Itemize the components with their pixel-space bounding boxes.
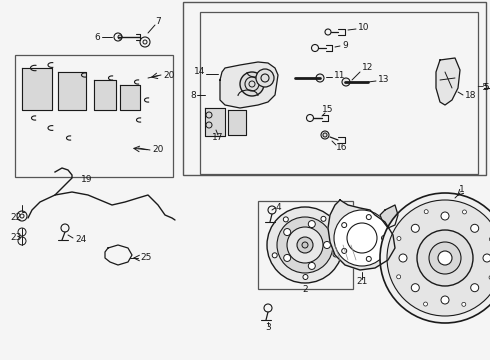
Circle shape (463, 210, 466, 214)
Polygon shape (436, 58, 460, 105)
Circle shape (240, 72, 264, 96)
Circle shape (387, 200, 490, 316)
Circle shape (471, 284, 479, 292)
Polygon shape (380, 205, 398, 228)
Circle shape (380, 193, 490, 323)
Circle shape (267, 207, 343, 283)
Text: 3: 3 (265, 324, 271, 333)
Circle shape (382, 235, 387, 240)
Circle shape (303, 274, 308, 279)
Circle shape (284, 255, 291, 261)
Circle shape (333, 252, 338, 257)
Text: 5: 5 (489, 84, 490, 93)
Circle shape (283, 217, 288, 222)
Bar (183, 2, 486, 175)
Circle shape (342, 222, 347, 228)
Circle shape (441, 212, 449, 220)
Circle shape (399, 254, 407, 262)
Text: 12: 12 (362, 63, 373, 72)
Text: 2: 2 (302, 285, 308, 294)
Text: ─5: ─5 (477, 84, 488, 93)
Circle shape (342, 78, 350, 86)
Polygon shape (22, 68, 52, 110)
Text: 5: 5 (483, 84, 489, 93)
Text: 21: 21 (356, 278, 368, 287)
Polygon shape (58, 72, 86, 110)
Circle shape (424, 210, 428, 214)
Circle shape (417, 230, 473, 286)
Circle shape (297, 237, 313, 253)
Circle shape (367, 215, 371, 220)
Circle shape (411, 224, 419, 232)
Polygon shape (94, 80, 116, 110)
Circle shape (423, 302, 428, 306)
Circle shape (397, 275, 401, 279)
Text: 24: 24 (75, 235, 86, 244)
Circle shape (321, 131, 329, 139)
Circle shape (272, 253, 277, 258)
Circle shape (483, 254, 490, 262)
Circle shape (411, 284, 419, 292)
Circle shape (287, 227, 323, 263)
Text: 22: 22 (10, 213, 21, 222)
Text: 17: 17 (212, 132, 224, 141)
Text: 13: 13 (378, 76, 390, 85)
Circle shape (316, 74, 324, 82)
Circle shape (441, 296, 449, 304)
Circle shape (323, 242, 330, 248)
Circle shape (471, 224, 479, 232)
Circle shape (308, 262, 315, 269)
Text: 15: 15 (322, 105, 334, 114)
Text: 20: 20 (152, 145, 163, 154)
Circle shape (277, 217, 333, 273)
Text: 23: 23 (10, 234, 22, 243)
Text: 4: 4 (275, 202, 281, 211)
Polygon shape (120, 85, 140, 110)
Text: 20: 20 (163, 71, 174, 80)
Text: 18: 18 (465, 90, 476, 99)
Circle shape (284, 229, 291, 235)
Text: 1: 1 (459, 185, 465, 194)
Polygon shape (328, 200, 395, 270)
Circle shape (397, 237, 401, 240)
Polygon shape (228, 110, 246, 135)
Circle shape (367, 256, 371, 261)
Text: 16: 16 (336, 144, 347, 153)
Circle shape (334, 210, 390, 266)
Text: 19: 19 (81, 175, 93, 184)
Circle shape (462, 302, 466, 306)
Text: 8: 8 (190, 90, 196, 99)
Polygon shape (205, 108, 225, 136)
Text: 11: 11 (334, 72, 345, 81)
Circle shape (342, 248, 347, 253)
Text: 9: 9 (342, 40, 348, 49)
Circle shape (308, 221, 315, 228)
Bar (258, 201, 353, 289)
Circle shape (321, 216, 326, 221)
Circle shape (438, 251, 452, 265)
Circle shape (256, 69, 274, 87)
Circle shape (429, 242, 461, 274)
Circle shape (489, 275, 490, 279)
Text: 7: 7 (155, 18, 161, 27)
Text: 25: 25 (140, 253, 151, 262)
Text: 10: 10 (358, 23, 369, 32)
Bar (15, 55, 173, 177)
Bar (200, 12, 478, 174)
Polygon shape (220, 62, 278, 108)
Text: 6: 6 (94, 32, 100, 41)
Text: 14: 14 (194, 68, 205, 77)
Circle shape (302, 242, 308, 248)
